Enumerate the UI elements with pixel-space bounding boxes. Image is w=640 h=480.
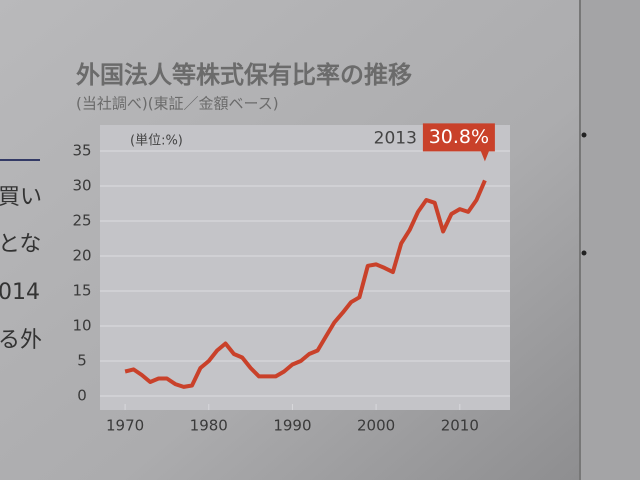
margin-text: る外 bbox=[0, 328, 42, 353]
next-page bbox=[580, 0, 640, 480]
y-tick-label: 0 bbox=[77, 387, 87, 405]
x-tick-label: 1970 bbox=[106, 417, 144, 435]
y-tick-label: 15 bbox=[72, 282, 91, 300]
y-unit: (単位:%) bbox=[130, 133, 183, 149]
plot-area bbox=[100, 125, 510, 410]
y-tick-label: 5 bbox=[77, 352, 87, 370]
annotation: 2013 bbox=[374, 128, 417, 148]
y-tick-label: 25 bbox=[72, 212, 91, 230]
margin-text: 014 bbox=[0, 280, 40, 305]
x-tick-label: 2000 bbox=[357, 417, 395, 435]
margin-text: とな bbox=[0, 232, 41, 257]
data-label: 30.8% bbox=[429, 126, 489, 148]
y-tick-label: 10 bbox=[72, 317, 91, 335]
dot bbox=[581, 250, 587, 256]
dot bbox=[581, 132, 587, 138]
data-line bbox=[124, 179, 487, 389]
y-tick-label: 35 bbox=[72, 142, 91, 160]
label-box bbox=[422, 123, 495, 162]
margin-text: 買い bbox=[0, 185, 42, 210]
y-tick-label: 30 bbox=[72, 177, 91, 195]
chart-subtitle: (当社調べ)(東証／金額ベース) bbox=[76, 95, 279, 113]
x-tick-label: 1990 bbox=[273, 417, 311, 435]
y-tick-label: 20 bbox=[72, 247, 91, 265]
chart-title: 外国法人等株式保有比率の推移 bbox=[76, 61, 412, 89]
x-tick-label: 2010 bbox=[441, 417, 479, 435]
x-tick-label: 1980 bbox=[190, 417, 228, 435]
